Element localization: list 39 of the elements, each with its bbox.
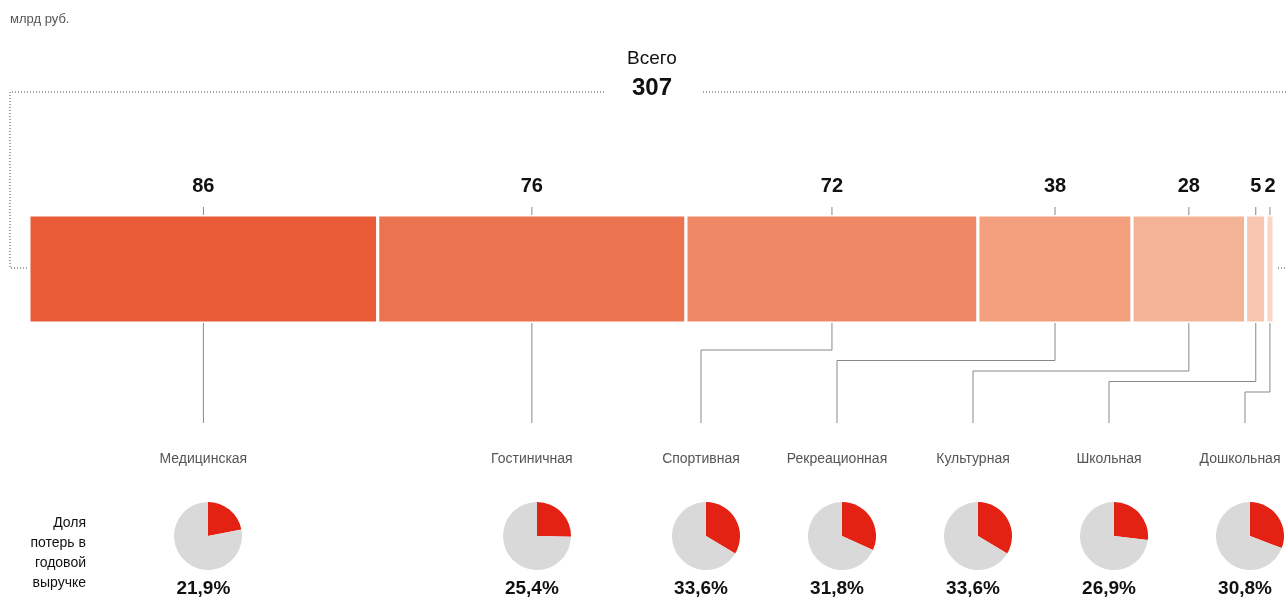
pie-slice bbox=[1250, 502, 1284, 549]
chart-title: Дошкольная bbox=[1198, 450, 1282, 466]
data-label: 86 bbox=[192, 174, 215, 196]
text: Доля потерь в годовой выручке bbox=[29, 513, 86, 592]
pie-slice bbox=[842, 502, 876, 551]
pie-slice bbox=[1080, 502, 1148, 570]
data-label: 2 bbox=[1264, 174, 1276, 196]
data-label: 5 bbox=[1250, 174, 1262, 196]
chart-title: Культурная bbox=[935, 450, 1011, 466]
text: млрд руб. bbox=[10, 11, 70, 26]
pie-slice bbox=[672, 502, 736, 570]
chart-title: Медицинская bbox=[158, 450, 249, 466]
pie-slice bbox=[808, 502, 873, 570]
text: Всего bbox=[626, 47, 678, 69]
data-label: 28 bbox=[1177, 174, 1200, 196]
text: 21,9% bbox=[175, 577, 232, 599]
data-label: 38 bbox=[1043, 174, 1067, 196]
text: 33,6% bbox=[945, 577, 1001, 599]
chart-title: Спортивная bbox=[661, 450, 741, 466]
text: 26,9% bbox=[1081, 577, 1137, 599]
text: 30,8% bbox=[1217, 577, 1273, 599]
pie-slice bbox=[502, 502, 571, 570]
text: 31,8% bbox=[809, 577, 865, 599]
pie-slice bbox=[536, 502, 571, 537]
text: 25,4% bbox=[503, 577, 560, 599]
chart-title: Рекреационная bbox=[785, 450, 889, 466]
pie-slice bbox=[706, 502, 740, 554]
data-label: 76 bbox=[520, 174, 543, 196]
pie-slice bbox=[174, 502, 243, 570]
pie-slice bbox=[208, 502, 242, 536]
chart-title: Школьная bbox=[1075, 450, 1143, 466]
data-label: 72 bbox=[820, 174, 844, 196]
pie-slice bbox=[1114, 502, 1148, 541]
pie-slice bbox=[978, 502, 1012, 554]
pie-slice bbox=[1216, 502, 1282, 570]
text: 307 bbox=[630, 73, 673, 101]
text: 33,6% bbox=[673, 577, 729, 599]
chart-title: Гостиничная bbox=[490, 450, 574, 466]
pie-slice bbox=[944, 502, 1008, 570]
